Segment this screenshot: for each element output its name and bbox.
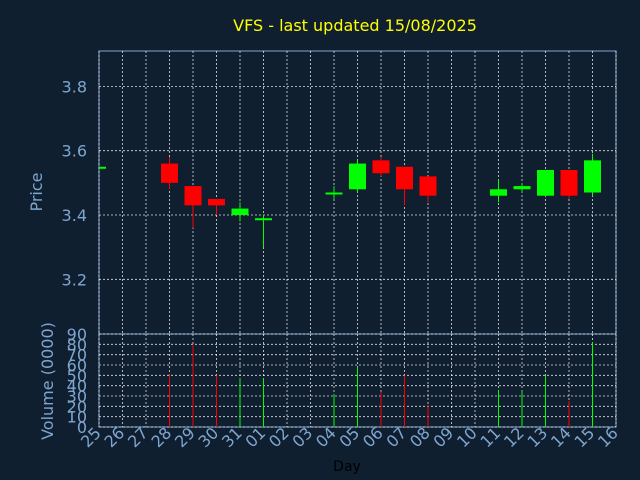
price-y-tick-label: 3.4 — [62, 206, 87, 225]
candle-body — [490, 189, 507, 196]
candlesticks — [99, 153, 601, 248]
candle-body — [231, 208, 249, 216]
volume-y-tick-label: 20 — [67, 397, 87, 416]
price-y-tick-label: 3.8 — [62, 77, 87, 96]
candle-body — [372, 160, 390, 174]
chart-title: VFS - last updated 15/08/2025 — [233, 16, 477, 35]
volume-y-tick-label: 0 — [77, 418, 87, 437]
candle-body — [584, 160, 601, 193]
candle-body — [560, 169, 578, 196]
price-y-ticks: 3.2 3.4 3.6 3.8 — [62, 77, 87, 289]
candle-body — [419, 176, 437, 196]
volume-y-tick-label: 10 — [67, 408, 87, 427]
candle-body — [325, 192, 343, 195]
candle-body — [208, 198, 225, 206]
price-y-tick-label: 3.6 — [62, 142, 87, 161]
candle-body — [99, 166, 106, 169]
candle-body — [513, 186, 531, 190]
volume-y-tick-label: 90 — [67, 325, 87, 344]
candle-body — [255, 218, 272, 221]
day-x-ticks: 2526272829303101020304050607080910111213… — [77, 423, 622, 451]
volume-y-tick-label: 60 — [67, 356, 87, 375]
price-y-tick-label: 3.2 — [62, 270, 87, 289]
candle-body — [161, 163, 178, 183]
volume-y-tick-label: 70 — [67, 346, 87, 365]
candle-body — [349, 163, 366, 190]
candle-body — [184, 186, 202, 206]
day-axis-label: Day — [333, 459, 361, 475]
candle-body — [537, 169, 554, 196]
price-axis-label: Price — [27, 172, 46, 211]
volume-axis-label: Volume (0000) — [38, 322, 57, 440]
volume-y-tick-label: 30 — [67, 387, 87, 406]
volume-y-tick-label: 80 — [67, 335, 87, 354]
day-x-tick-label: 16 — [594, 423, 622, 451]
volume-y-tick-label: 40 — [67, 377, 87, 396]
volume-y-tick-label: 50 — [67, 366, 87, 385]
volume-bars — [169, 342, 593, 427]
candle-body — [396, 166, 413, 190]
